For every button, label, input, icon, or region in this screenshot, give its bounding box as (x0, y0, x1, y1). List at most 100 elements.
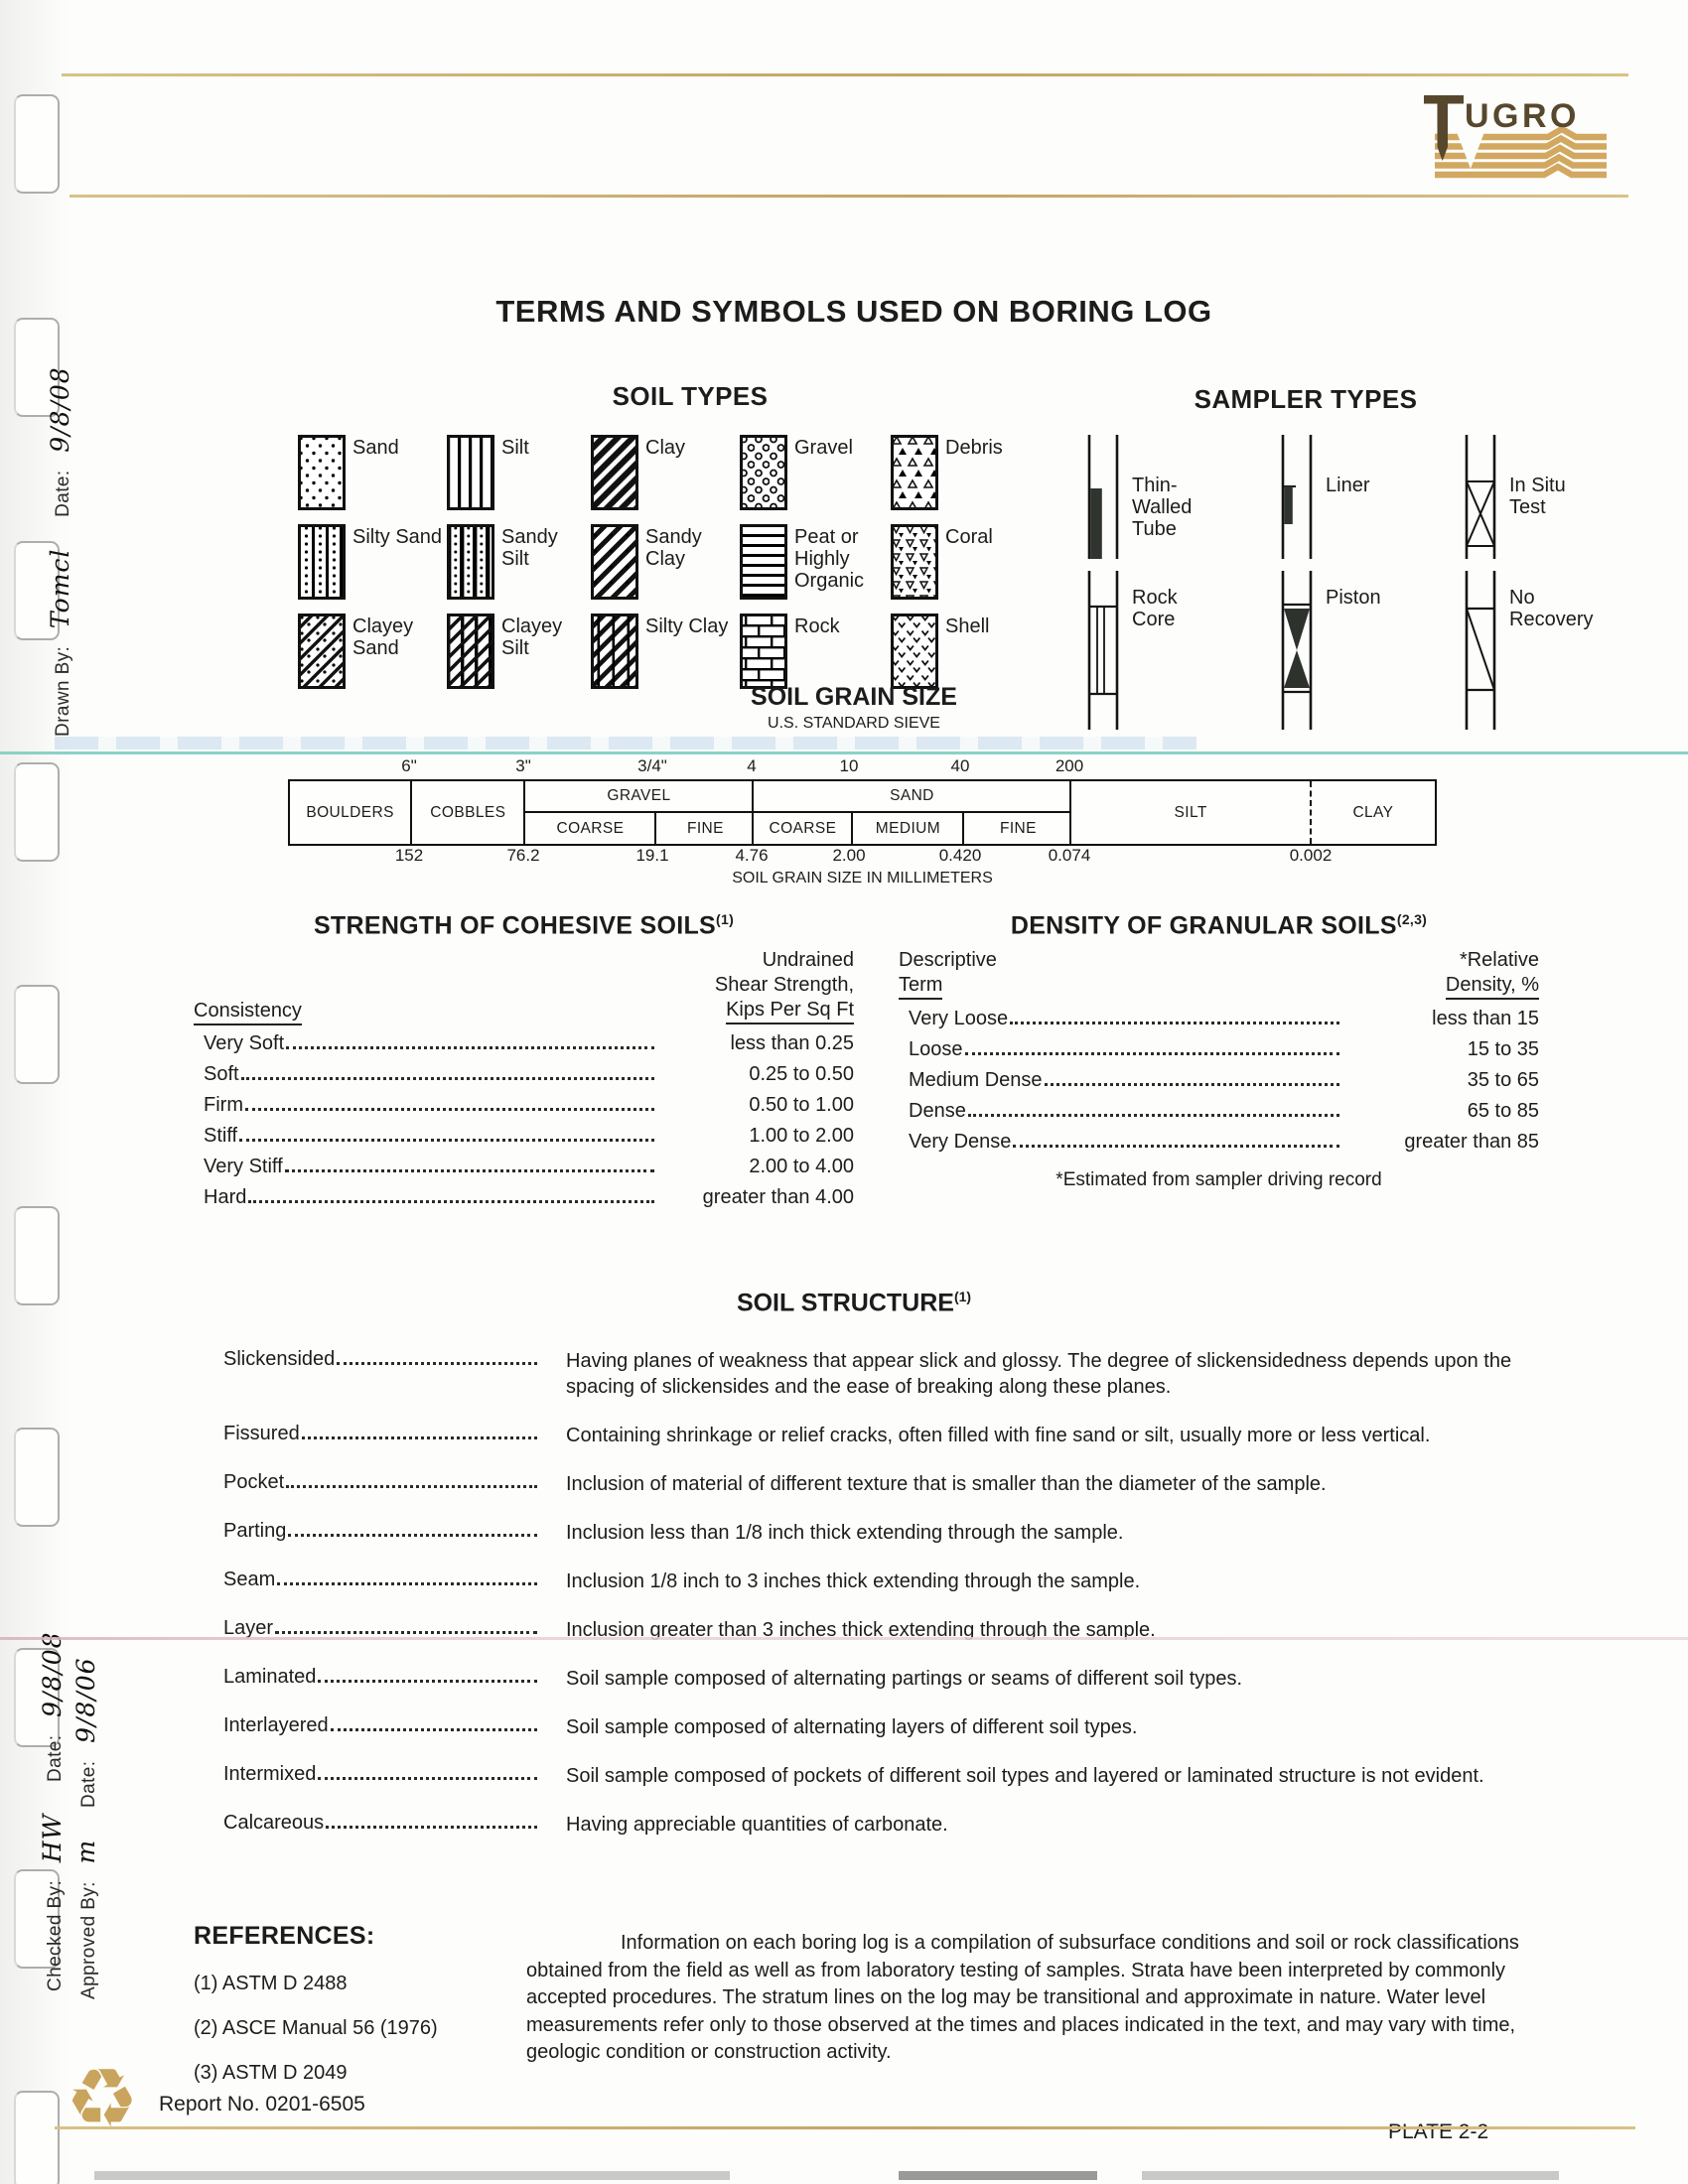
checked-by-signature: HW (38, 1813, 67, 1863)
soil-structure-heading: SOIL STRUCTURE(1) (736, 1289, 972, 1317)
soil-types-heading: SOIL TYPES (612, 381, 769, 411)
soil-type-vlines: Silt (447, 435, 591, 510)
fugro-wave-stripes (1435, 125, 1607, 179)
soil-type-label: Sand (352, 437, 399, 459)
structure-definition: Soil sample composed of alternating laye… (566, 1716, 1138, 1738)
strength-title: STRENGTH OF COHESIVE SOILS(1) (313, 911, 735, 940)
dot-leader (318, 1680, 537, 1683)
dot-leader (248, 1200, 654, 1204)
dot-leader (277, 1582, 537, 1585)
dot-leader (286, 1485, 537, 1488)
binder-hole (14, 94, 60, 194)
sampler-types-heading: SAMPLER TYPES (1194, 384, 1418, 414)
soil-type-label: Silt (501, 437, 529, 459)
sieve-size-label: 10 (839, 756, 859, 775)
soil-type-label: Silty Sand (352, 526, 443, 548)
structure-item-intermixed: Intermixed Soil sample composed of pocke… (223, 1763, 1534, 1789)
sandy-clay-pattern-swatch (591, 524, 638, 600)
reference-item: (1) ASTM D 2488 (194, 1973, 348, 1994)
dot-leader (964, 1052, 1339, 1056)
scan-cyan-line (0, 751, 1688, 754)
value: 0.25 to 0.50 (749, 1063, 854, 1086)
dot-leader (275, 1631, 537, 1634)
margin-approved-by: Approved By: m Date: 9/8/06 (71, 1657, 100, 1999)
term: Firm (204, 1094, 243, 1117)
dot-leader (1044, 1083, 1339, 1087)
mm-size-label: 4.76 (735, 846, 769, 865)
term: Dense (909, 1100, 966, 1123)
value: greater than 4.00 (702, 1186, 854, 1209)
dot-leader (301, 1436, 537, 1439)
sampler-type-label: Piston (1326, 587, 1381, 609)
value: less than 0.25 (730, 1032, 854, 1055)
margin-checked-by: Checked By: HW Date: 9/8/08 (38, 1631, 67, 1991)
term: Very Loose (909, 1008, 1009, 1030)
sampler-type-label: In Situ Test (1509, 475, 1566, 518)
sieve-size-label: 3" (515, 756, 531, 775)
sandy-silt-pattern-swatch (447, 524, 494, 600)
strength-row: Very Soft less than 0.25 (194, 1032, 854, 1063)
term: Very Stiff (204, 1156, 283, 1178)
structure-item-laminated: Laminated Soil sample composed of altern… (223, 1666, 1534, 1692)
drawn-by-signature: Tomcl (46, 548, 74, 629)
soil-type-label: Clay (645, 437, 686, 459)
dot-leader (1010, 1022, 1339, 1025)
mm-size-label: 152 (394, 846, 424, 865)
binder-hole (14, 1428, 60, 1527)
triangles-up-pattern-swatch (891, 435, 938, 510)
density-footnote: *Estimated from sampler driving record (1055, 1169, 1382, 1191)
grain-col-gravel: GRAVEL COARSE FINE (523, 781, 753, 844)
structure-item-calcareous: Calcareous Having appreciable quantities… (223, 1812, 1534, 1838)
strength-row: Soft 0.25 to 0.50 (194, 1063, 854, 1094)
mm-size-label: 0.420 (938, 846, 982, 865)
consistency-header: Consistency (194, 1000, 302, 1026)
checked-date-value: 9/8/08 (38, 1631, 67, 1717)
sampler-types-legend: Thin-Walled Tube Liner In Situ Test Rock… (1080, 435, 1636, 730)
soil-type-clayey-silt: Clayey Silt (447, 614, 591, 689)
fugro-nail-icon (1424, 95, 1464, 161)
rock-core-symbol (1087, 571, 1119, 730)
sampler-type-piston: Piston (1274, 571, 1458, 730)
checked-by-label: Checked By: (45, 1879, 66, 1991)
grain-size-subheading: U.S. STANDARD SIEVE (768, 715, 940, 732)
structure-term: Parting (223, 1520, 287, 1542)
mm-size-label: 2.00 (832, 846, 866, 865)
value: 0.50 to 1.00 (749, 1094, 854, 1117)
density-row: Very Loose less than 15 (899, 1008, 1539, 1038)
structure-item-pocket: Pocket Inclusion of material of differen… (223, 1471, 1534, 1497)
structure-item-layer: Layer Inclusion greater than 3 inches th… (223, 1617, 1534, 1643)
binder-hole (14, 1206, 60, 1305)
soil-type-silty-clay: Silty Clay (591, 614, 740, 689)
references-heading: REFERENCES: (194, 1922, 375, 1950)
value: 65 to 85 (1467, 1100, 1539, 1123)
circles-pattern-swatch (740, 435, 787, 510)
millimeter-row: 152 76.2 19.1 4.76 2.00 0.420 0.074 0.002 (288, 846, 1437, 869)
soil-type-triangles-up: Debris (891, 435, 1057, 510)
grain-col-boulders: BOULDERS (306, 803, 394, 821)
binder-hole (14, 1648, 60, 1747)
structure-definition: Inclusion of material of different textu… (566, 1473, 1327, 1495)
sampler-type-label: No Recovery (1509, 587, 1594, 630)
sampler-type-label: Liner (1326, 475, 1370, 496)
soil-type-sandy-clay: Sandy Clay (591, 524, 740, 600)
soil-type-label: Debris (945, 437, 1003, 459)
structure-definition: Having planes of weakness that appear sl… (566, 1350, 1512, 1398)
structure-term: Layer (223, 1617, 274, 1639)
soil-type-label: Rock (794, 615, 840, 637)
mm-size-label: 19.1 (635, 846, 669, 865)
soil-type-label: Clayey Silt (501, 615, 563, 659)
grain-col-cobbles: COBBLES (410, 781, 523, 844)
binder-hole (14, 762, 60, 862)
dot-leader (240, 1077, 654, 1081)
dot-leader (288, 1534, 537, 1537)
scan-smudge (899, 2171, 1097, 2180)
sampler-type-rock-core: Rock Core (1080, 571, 1274, 730)
approved-by-signature: m (71, 1839, 100, 1864)
mm-size-label: 0.002 (1289, 846, 1333, 865)
strength-row: Hard greater than 4.00 (194, 1186, 854, 1217)
structure-term: Seam (223, 1569, 276, 1590)
soil-type-label: Sandy Silt (501, 526, 558, 570)
sieve-size-label: 40 (950, 756, 970, 775)
reference-item: (2) ASCE Manual 56 (1976) (194, 2017, 438, 2039)
sieve-size-label: 6" (401, 756, 417, 775)
